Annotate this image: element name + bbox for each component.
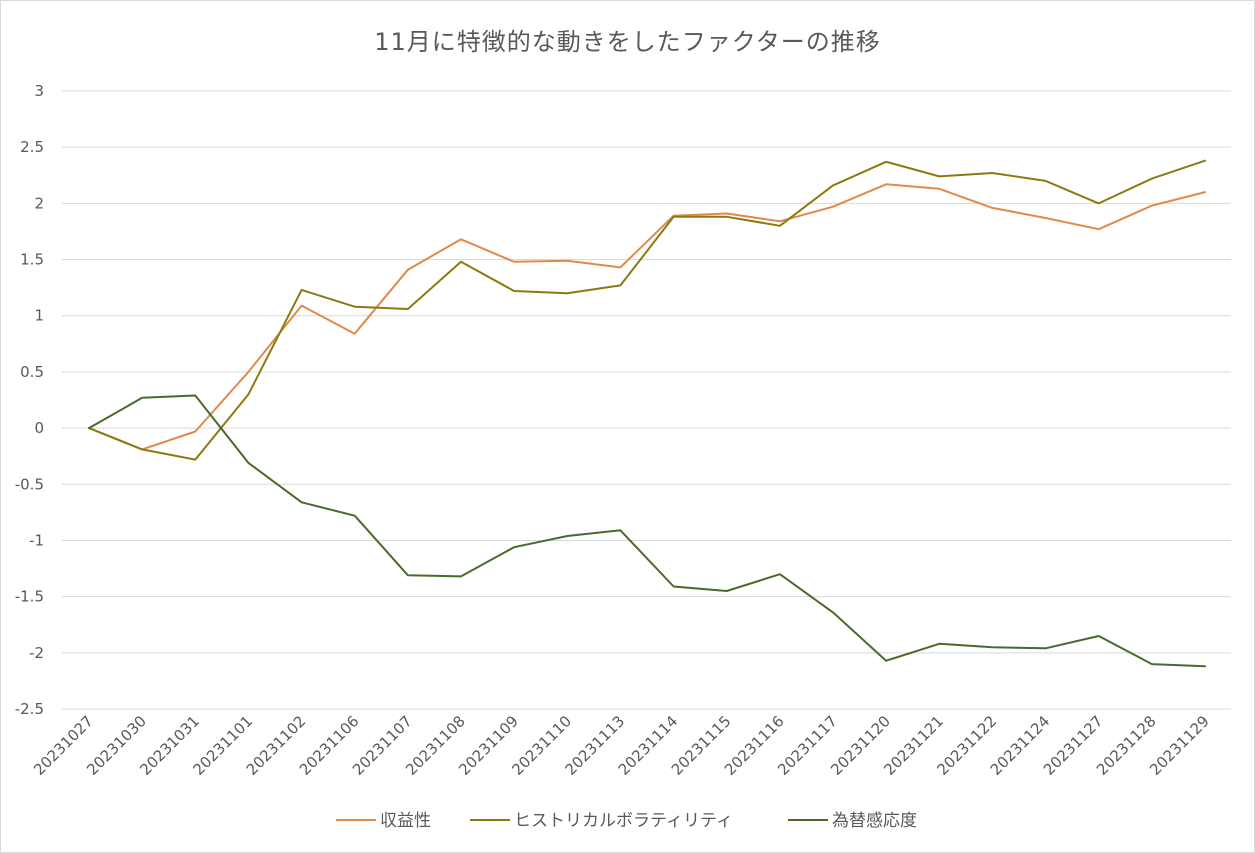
y-tick-label: -2.5 [15, 700, 44, 718]
legend: 収益性 ヒストリカルボラティリティ 為替感応度 [336, 811, 917, 831]
y-tick-label: 2.5 [20, 138, 44, 156]
y-tick-label: 1 [34, 307, 44, 325]
y-axis-tick-labels: 3 2.5 2 1.5 1 0.5 0 -0.5 -1 -1.5 -2 -2.5 [15, 82, 44, 718]
series-line-3 [88, 394, 1206, 668]
y-tick-label: 0.5 [20, 363, 44, 381]
y-tick-label: -1 [29, 531, 44, 549]
series-lines [88, 159, 1206, 668]
legend-label: 為替感応度 [832, 811, 917, 831]
y-tick-label: -2 [29, 644, 44, 662]
series-line-2 [88, 159, 1206, 461]
x-axis-tick-labels: 2023102720231030202310312023110120231102… [30, 712, 1213, 779]
y-tick-label: -0.5 [15, 475, 44, 493]
y-tick-label: 3 [34, 82, 44, 100]
y-tick-label: -1.5 [15, 588, 44, 606]
series-line-1 [88, 183, 1206, 451]
y-tick-label: 1.5 [20, 251, 44, 269]
y-tick-label: 0 [34, 419, 44, 437]
chart-title: 11月に特徴的な動きをしたファクターの推移 [374, 28, 881, 56]
y-tick-label: 2 [34, 194, 44, 212]
gridlines [62, 90, 1231, 710]
legend-label: 収益性 [380, 811, 431, 831]
legend-label: ヒストリカルボラティリティ [514, 811, 733, 831]
